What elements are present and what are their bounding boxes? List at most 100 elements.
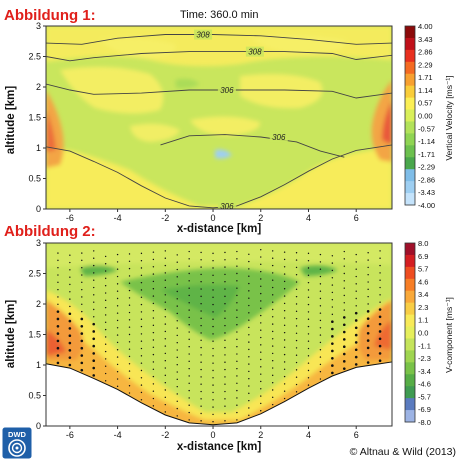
colorbar-tick-label: 2.86 [418, 48, 433, 57]
wind-vector-mark [212, 340, 214, 342]
colorbar-tick-label: -2.29 [418, 163, 435, 172]
wind-vector-mark [152, 266, 155, 268]
wind-vector-mark [236, 367, 238, 370]
wind-vector-mark [104, 314, 107, 316]
wind-vector-mark [366, 361, 370, 364]
wind-vector-mark [319, 319, 322, 322]
colorbar-tick-label: -8.0 [418, 418, 431, 427]
wind-vector-mark [188, 324, 190, 326]
wind-vector-mark [378, 359, 382, 363]
wind-vector-mark [379, 264, 381, 267]
wind-vector-mark [319, 305, 322, 307]
wind-vector-mark [343, 250, 345, 253]
wind-vector-mark [128, 267, 131, 270]
wind-vector-mark [80, 339, 84, 343]
y-axis-label-2: altitude [km] [5, 300, 17, 369]
wind-vector-mark [212, 311, 214, 313]
wind-vector-mark [164, 294, 167, 296]
wind-vector-mark [81, 296, 83, 298]
wind-vector-mark [295, 391, 298, 393]
wind-vector-mark [331, 356, 334, 360]
wind-vector-mark [307, 340, 310, 342]
wind-vector-mark [260, 402, 262, 405]
wind-vector-mark [93, 316, 95, 318]
wind-vector-mark [80, 368, 84, 372]
wind-vector-mark [236, 389, 238, 392]
wind-vector-mark [343, 302, 345, 304]
wind-vector-mark [57, 281, 59, 284]
wind-vector-mark [188, 360, 190, 363]
wind-vector-mark [212, 399, 214, 401]
wind-vector-mark [140, 281, 143, 284]
y-tick-label: 2.5 [28, 269, 41, 279]
wind-vector-mark [236, 280, 238, 282]
wind-vector-mark [283, 346, 286, 349]
wind-vector-mark [92, 374, 96, 377]
wind-vector-mark [342, 323, 346, 327]
wind-vector-mark [56, 317, 60, 321]
wind-vector-mark [152, 405, 155, 407]
wind-vector-mark [367, 274, 369, 276]
wind-vector-mark [104, 255, 107, 258]
y-tick-label: 0.5 [28, 391, 41, 401]
copyright-text: © Altnau & Wild (2013) [350, 446, 456, 458]
wind-vector-mark [56, 339, 60, 343]
wind-vector-mark [104, 270, 107, 272]
x-axis-label-1: x-distance [km] [177, 223, 262, 235]
wind-vector-mark [260, 292, 262, 295]
colorbar-tick-label: -3.4 [418, 367, 431, 376]
wind-vector-mark [319, 261, 322, 263]
wind-vector-mark [295, 288, 298, 291]
wind-vector-mark [152, 258, 155, 261]
wind-vector-mark [104, 380, 107, 382]
wind-vector-mark [140, 267, 143, 269]
wind-vector-mark [248, 275, 250, 277]
colorbar-tick-label: 0.0 [418, 329, 428, 338]
wind-vector-mark [331, 371, 334, 375]
wind-vector-mark [212, 391, 214, 394]
wind-vector-mark [188, 280, 190, 282]
wind-vector-mark [80, 324, 84, 328]
wind-vector-mark [57, 296, 59, 298]
wind-vector-mark [271, 301, 274, 303]
wind-vector-mark [92, 322, 96, 326]
wind-vector-mark [378, 322, 382, 326]
wind-vector-mark [57, 288, 59, 291]
wind-vector-mark [271, 396, 274, 399]
colorbar-tick-label: 2.3 [418, 303, 428, 312]
wind-vector-mark [319, 363, 322, 366]
wind-vector-mark [116, 297, 119, 300]
wind-vector-mark [367, 281, 369, 283]
wind-vector-mark [164, 330, 167, 333]
colorbar-swatch [405, 121, 415, 134]
wind-vector-mark [212, 325, 214, 328]
wind-vector-mark [176, 312, 178, 315]
wind-vector-mark [271, 279, 274, 281]
wind-vector-mark [140, 289, 143, 291]
wind-vector-mark [355, 290, 357, 292]
wind-vector-mark [116, 275, 119, 278]
wind-vector-mark [236, 258, 238, 260]
wind-vector-mark [283, 397, 286, 400]
wind-vector-mark [188, 382, 190, 384]
wind-vector-mark [295, 383, 298, 386]
wind-vector-mark [68, 356, 72, 359]
wind-vector-mark [319, 268, 322, 270]
wind-vector-mark [331, 277, 334, 279]
wind-vector-mark [116, 378, 119, 380]
wind-vector-mark [295, 266, 298, 269]
wind-vector-mark [260, 285, 262, 288]
wind-vector-mark [200, 361, 202, 363]
wind-vector-mark [212, 267, 214, 269]
wind-vector-mark [200, 383, 202, 385]
wind-vector-mark [331, 291, 334, 294]
colorbar-tick-label: 1.14 [418, 86, 433, 95]
dwd-logo: DWD [1, 426, 33, 460]
wind-vector-mark [81, 259, 83, 262]
wind-vector-mark [307, 303, 310, 306]
y-tick-label: 1 [36, 360, 41, 370]
wind-vector-mark [307, 347, 310, 350]
wind-vector-mark [176, 283, 178, 285]
wind-vector-mark [104, 306, 107, 309]
wind-vector-mark [128, 282, 131, 284]
